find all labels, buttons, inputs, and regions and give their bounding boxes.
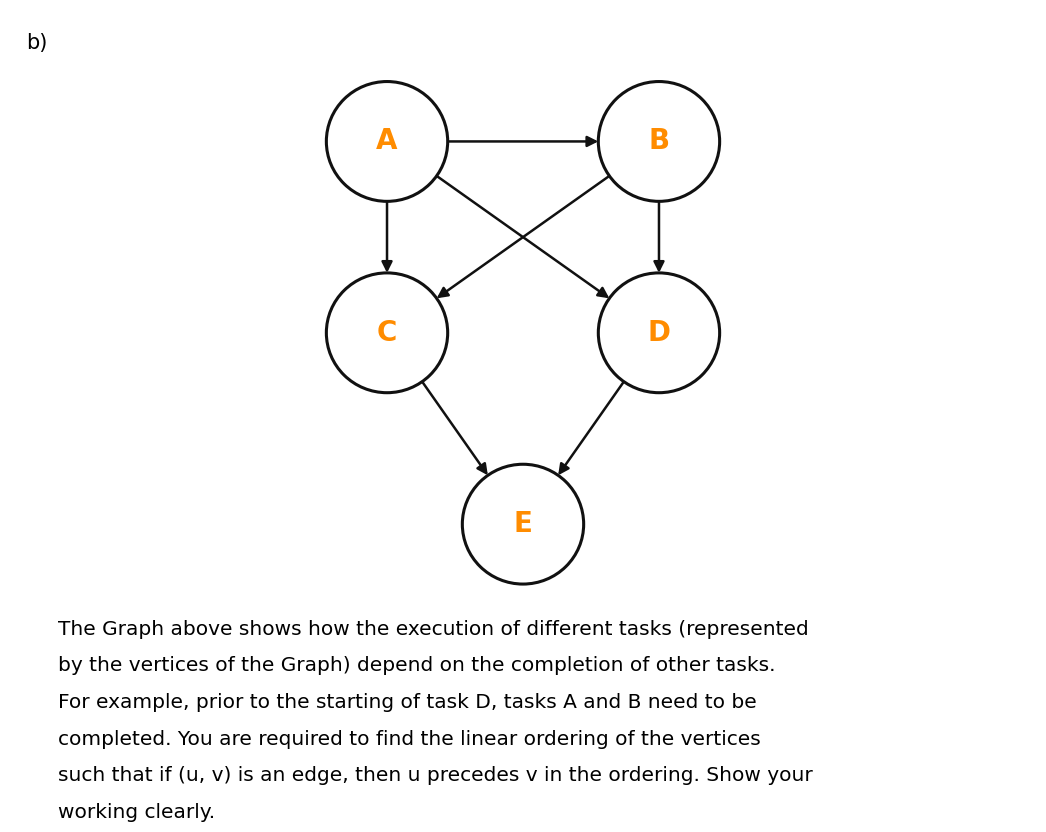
Text: A: A <box>377 127 397 156</box>
Ellipse shape <box>326 82 448 201</box>
Text: completed. You are required to find the linear ordering of the vertices: completed. You are required to find the … <box>58 730 760 749</box>
Ellipse shape <box>462 464 584 584</box>
Text: B: B <box>649 127 669 156</box>
Text: such that if (u, v) is an edge, then u precedes v in the ordering. Show your: such that if (u, v) is an edge, then u p… <box>58 766 813 785</box>
Text: D: D <box>647 319 670 347</box>
Text: E: E <box>514 510 532 538</box>
Text: working clearly.: working clearly. <box>58 803 214 822</box>
Text: by the vertices of the Graph) depend on the completion of other tasks.: by the vertices of the Graph) depend on … <box>58 656 775 676</box>
Text: The Graph above shows how the execution of different tasks (represented: The Graph above shows how the execution … <box>58 620 809 639</box>
Text: For example, prior to the starting of task D, tasks A and B need to be: For example, prior to the starting of ta… <box>58 693 756 712</box>
Ellipse shape <box>326 273 448 393</box>
Text: b): b) <box>26 33 47 53</box>
Text: C: C <box>377 319 397 347</box>
Ellipse shape <box>598 82 720 201</box>
Ellipse shape <box>598 273 720 393</box>
